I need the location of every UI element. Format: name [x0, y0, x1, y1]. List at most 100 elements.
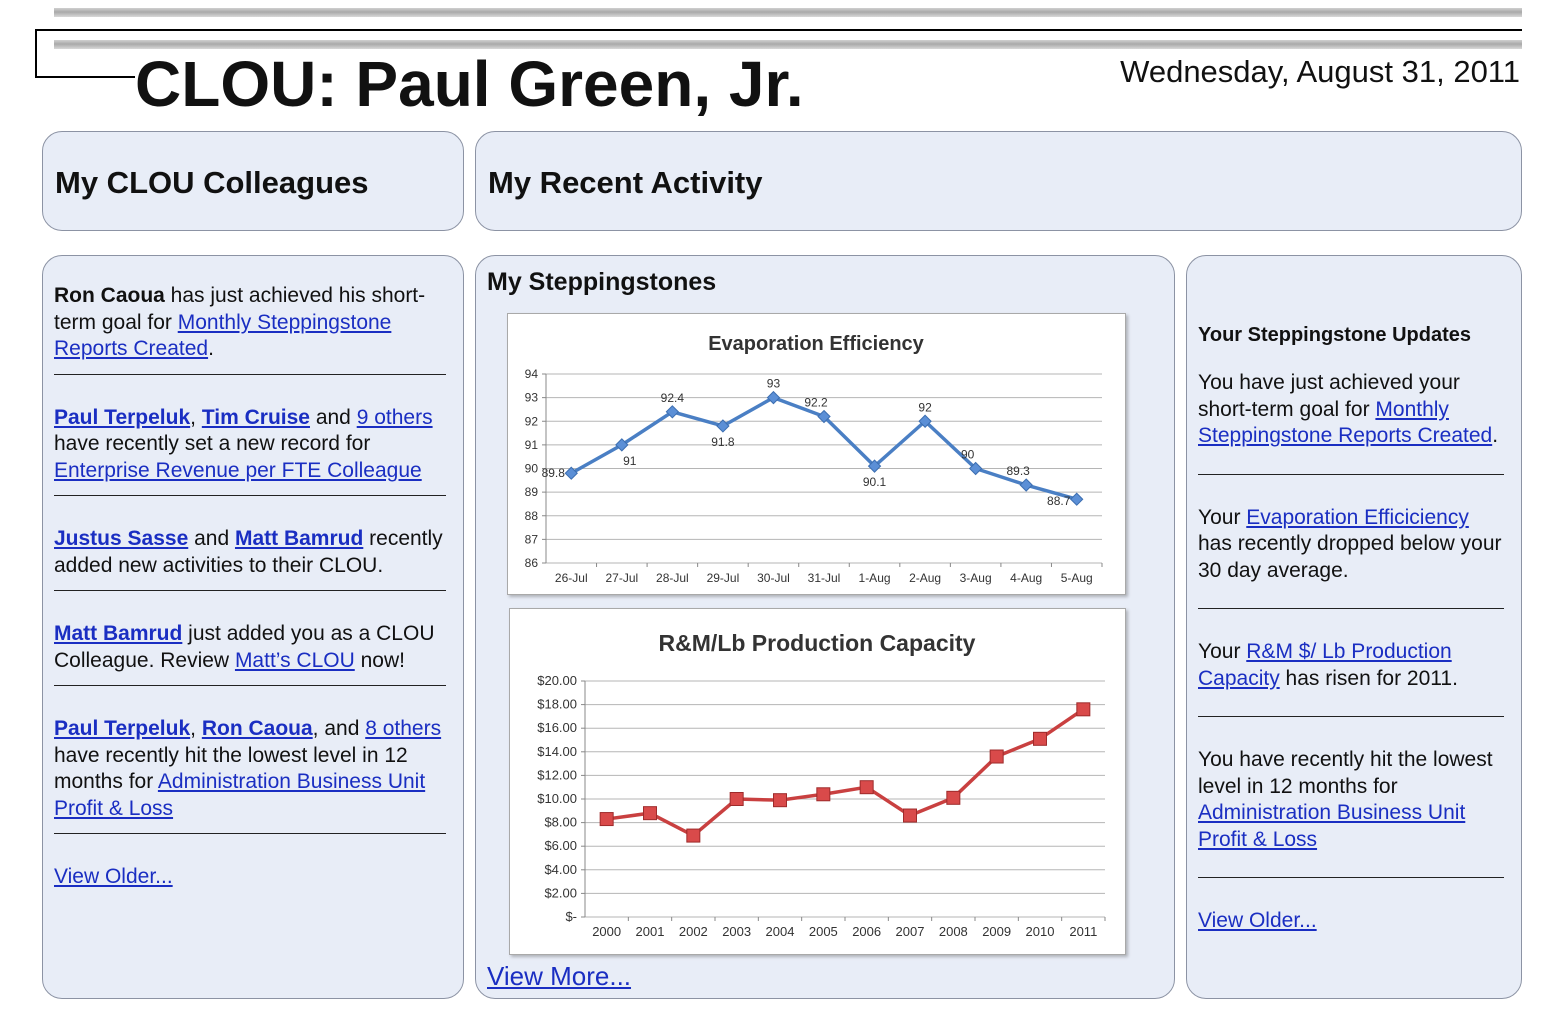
- colleague-link[interactable]: Matt Bamrud: [234, 527, 364, 550]
- x-tick-label: 27-Jul: [605, 571, 638, 585]
- feed-item: Ron Caoua has just achieved his short-te…: [54, 284, 426, 361]
- x-tick-label: 2002: [679, 924, 708, 939]
- data-point: [716, 419, 730, 433]
- colleagues-feed-panel: Ron Caoua has just achieved his short-te…: [42, 255, 464, 999]
- rm-capacity-link[interactable]: R&M $/ Lb Production Capacity: [1198, 640, 1452, 690]
- header-frame-bottom: [35, 76, 135, 78]
- colleague-link[interactable]: Paul Terpeluk: [54, 405, 191, 429]
- activity-header-panel: My Recent Activity: [475, 131, 1522, 231]
- data-label: 89.8: [542, 466, 566, 480]
- others-link[interactable]: 8 others: [365, 717, 442, 740]
- x-tick-label: 26-Jul: [555, 571, 588, 585]
- colleague-link[interactable]: Justus Sasse: [54, 527, 189, 550]
- data-point: [918, 414, 932, 428]
- data-label: 92: [918, 400, 932, 414]
- x-tick-label: 2006: [852, 924, 881, 939]
- x-tick-label: 2004: [766, 924, 795, 939]
- chart-title: Evaporation Efficiency: [708, 333, 924, 355]
- y-tick-label: $-: [565, 909, 577, 924]
- y-tick-label: $16.00: [537, 720, 577, 735]
- view-older-link[interactable]: View Older...: [54, 865, 173, 888]
- steppingstones-heading: My Steppingstones: [487, 268, 717, 296]
- y-tick-label: 93: [525, 391, 539, 405]
- colleague-link[interactable]: Matt Bamrud: [54, 622, 183, 645]
- x-tick-label: 2005: [809, 924, 838, 939]
- y-tick-label: $18.00: [537, 697, 577, 712]
- y-tick-label: $10.00: [537, 791, 577, 806]
- y-tick-label: 94: [525, 367, 539, 381]
- steppingstone-link[interactable]: Enterprise Revenue per FTE Colleague: [54, 458, 422, 482]
- data-point: [665, 405, 680, 419]
- y-tick-label: 91: [525, 438, 539, 452]
- data-point: [564, 466, 578, 480]
- steppingstone-link[interactable]: Administration Business Unit Profit & Lo…: [1198, 801, 1466, 851]
- data-point: [615, 438, 629, 452]
- data-point: [686, 828, 701, 843]
- data-point: [729, 792, 744, 806]
- rm-capacity-chart-box: R&M/Lb Production Capacity $- $2.00 $4.00 $6…: [509, 608, 1126, 955]
- divider: [54, 495, 446, 496]
- data-label: 89.3: [1007, 464, 1031, 478]
- colleague-link[interactable]: Ron Caoua: [201, 717, 313, 740]
- others-link[interactable]: 9 others: [356, 405, 433, 429]
- x-tick-label: 2001: [636, 924, 665, 939]
- divider: [54, 685, 446, 686]
- data-point: [859, 780, 874, 795]
- data-point: [1070, 492, 1084, 506]
- data-label: 90: [961, 448, 975, 462]
- data-point: [1019, 478, 1033, 492]
- rm-production-capacity-chart: R&M/Lb Production Capacity $- $2.00 $4.00 $6…: [537, 630, 1106, 939]
- updates-panel: Your Steppingstone Updates You have just…: [1186, 255, 1522, 999]
- steppingstone-link[interactable]: Administration Business Unit Profit & Lo…: [54, 770, 426, 820]
- x-tick-label: 2-Aug: [909, 571, 941, 585]
- x-tick-label: 30-Jul: [757, 571, 790, 585]
- x-tick-label: 2010: [1026, 924, 1055, 939]
- y-tick-label: 88: [525, 509, 539, 523]
- steppingstones-panel: My Steppingstones Evaporation Efficiency…: [475, 255, 1175, 999]
- steppingstone-link[interactable]: Monthly Steppingstone Reports Created: [54, 310, 392, 361]
- update-item: You have just achieved your short-term g…: [1198, 371, 1499, 448]
- y-tick-label: $8.00: [544, 815, 577, 830]
- x-tick-label: 29-Jul: [707, 571, 740, 585]
- header-rule-bottom: [54, 40, 1522, 49]
- x-tick-label: 2007: [896, 924, 925, 939]
- x-tick-label: 4-Aug: [1010, 571, 1042, 585]
- data-label: 93: [767, 377, 781, 391]
- y-tick-label: $4.00: [544, 862, 577, 877]
- view-older-link[interactable]: View Older...: [1198, 909, 1317, 932]
- header-frame-left: [35, 29, 37, 78]
- evaporation-efficiency-link[interactable]: Evaporation Efficiciency: [1246, 505, 1469, 529]
- y-tick-label: 90: [525, 462, 539, 476]
- data-label: 91.8: [711, 435, 735, 449]
- y-tick-label: 86: [525, 556, 539, 570]
- activity-heading: My Recent Activity: [488, 165, 763, 200]
- divider: [54, 373, 446, 375]
- updates-heading: Your Steppingstone Updates: [1198, 324, 1471, 346]
- x-tick-label: 2008: [939, 924, 968, 939]
- data-point: [903, 808, 917, 823]
- divider: [54, 590, 446, 591]
- series-line: [606, 707, 1085, 838]
- data-point: [946, 790, 961, 805]
- colleague-link[interactable]: Paul Terpeluk: [54, 717, 191, 740]
- view-more-link[interactable]: View More...: [487, 961, 632, 991]
- steppingstone-link[interactable]: Monthly Steppingstone Reports Created: [1198, 397, 1493, 448]
- page-title: CLOU: Paul Green, Jr.: [135, 48, 804, 120]
- feed-item: Paul Terpeluk, Ron Caoua, and 8 others h…: [54, 717, 442, 820]
- chart-title: R&M/Lb Production Capacity: [659, 630, 976, 656]
- header-rule-top: [54, 8, 1522, 17]
- clou-link[interactable]: Matt’s CLOU: [234, 648, 355, 672]
- data-label: 88.7: [1047, 494, 1071, 508]
- y-tick-label: 92: [525, 414, 539, 428]
- update-item: Your R&M $/ Lb Production Capacity has r…: [1198, 640, 1458, 690]
- data-label: 90.1: [863, 475, 887, 489]
- divider: [1198, 608, 1504, 609]
- divider: [1198, 877, 1504, 878]
- y-tick-label: $2.00: [544, 885, 577, 900]
- colleague-link[interactable]: Tim Cruise: [201, 405, 310, 429]
- x-tick-label: 2000: [592, 924, 621, 939]
- divider: [1198, 473, 1504, 475]
- colleagues-heading: My CLOU Colleagues: [55, 165, 369, 200]
- y-tick-label: $6.00: [544, 838, 577, 853]
- data-point: [867, 459, 882, 473]
